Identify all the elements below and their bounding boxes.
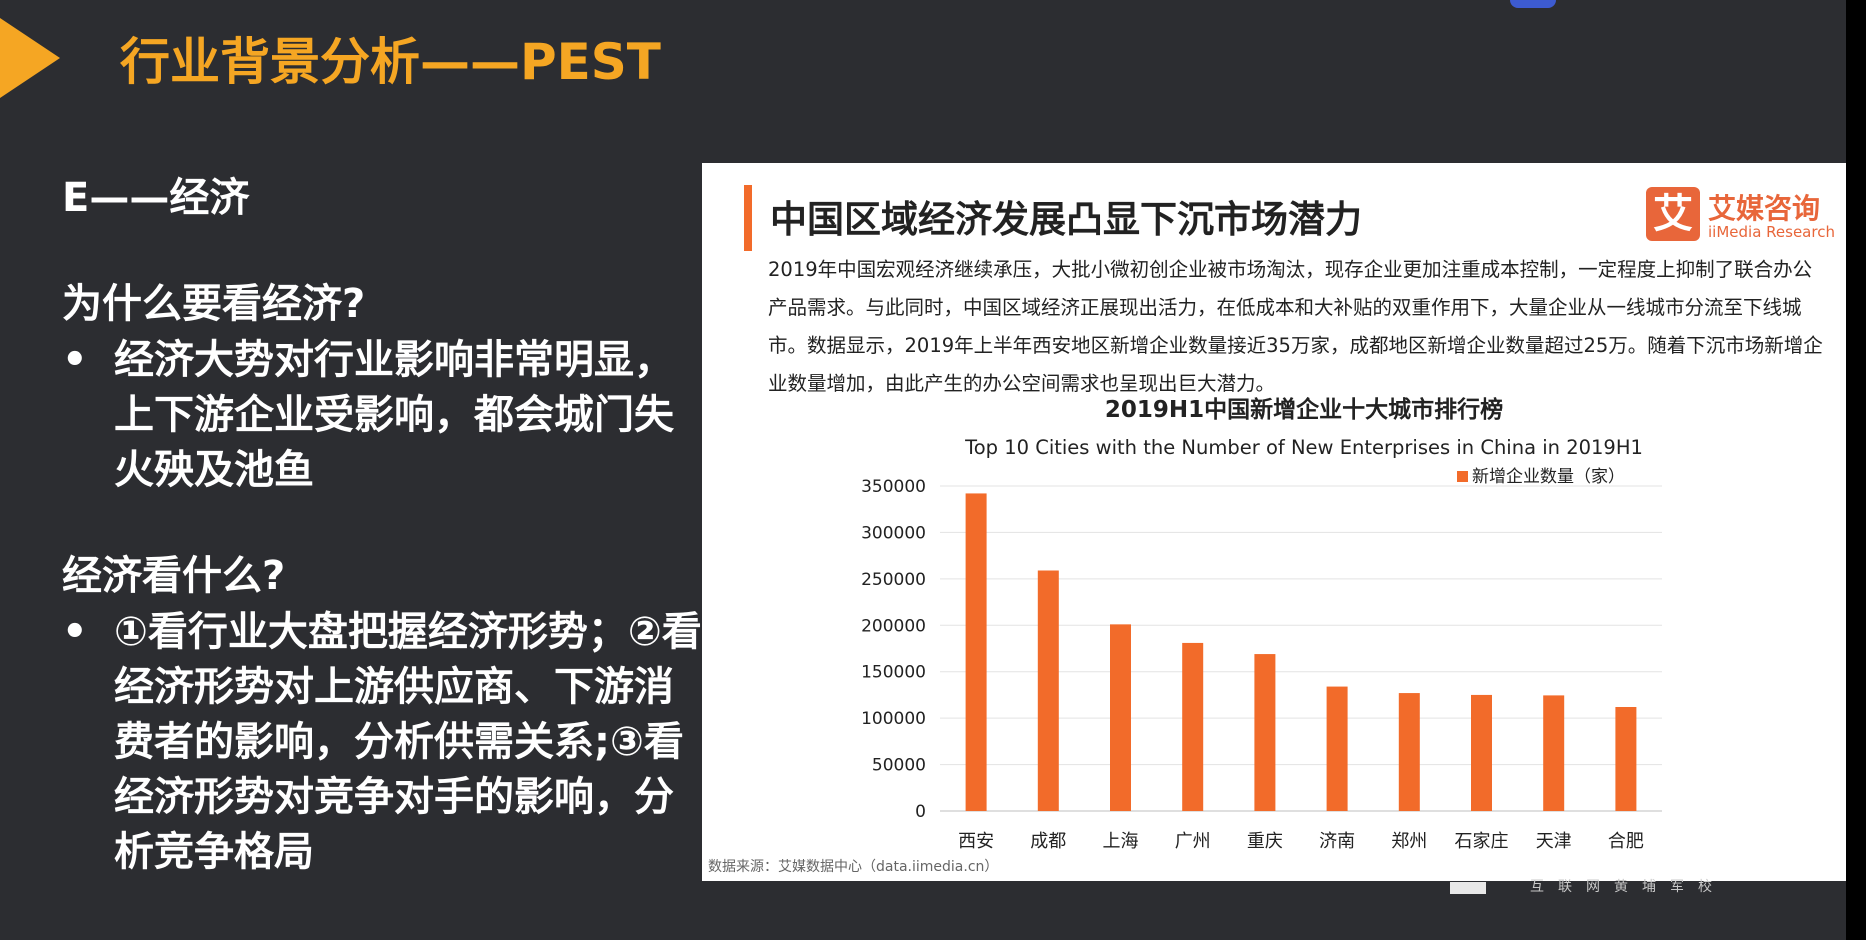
x-tick-label: 广州 [1175,831,1211,852]
y-tick-label: 150000 [861,663,926,683]
x-tick-label: 天津 [1536,831,1572,852]
title-accent-bar [744,185,752,251]
y-tick-label: 0 [915,802,926,822]
section-title: E——经济 [62,175,250,221]
x-tick-label: 石家庄 [1455,831,1509,852]
bar [1037,570,1059,811]
question-why: 为什么要看经济? [62,281,366,327]
bar [965,493,987,811]
chart-subtitle: Top 10 Cities with the Number of New Ent… [964,436,1643,459]
legend-swatch [1457,471,1468,482]
question-what: 经济看什么? [62,553,286,599]
bar [1398,693,1420,811]
y-tick-label: 350000 [861,477,926,497]
y-tick-label: 50000 [872,756,926,776]
x-tick-label: 上海 [1103,831,1139,852]
legend-label: 新增企业数量（家） [1472,467,1625,487]
x-tick-label: 西安 [958,831,994,852]
bullet-why-text: 经济大势对行业影响非常明显，上下游企业受影响，都会城门失火殃及池鱼 [114,337,674,493]
bar [1615,707,1637,811]
watermark-text: 互联网黄埔军校 [1530,879,1726,895]
logo-name-en: iiMedia Research [1708,223,1835,241]
bar [1254,654,1276,811]
watermark-logo-icon [1450,882,1486,894]
bar-chart: 2019H1中国新增企业十大城市排行榜 Top 10 Cities with t… [708,396,1662,875]
logo-name-cn: 艾媒咨询 [1708,192,1821,225]
bullet-dot-icon: • [62,337,88,383]
bar [1182,642,1204,811]
card-description: 2019年中国宏观经济继续承压，大批小微初创企业被市场淘汰，现存企业更加注重成本… [768,258,1823,395]
y-tick-label: 250000 [861,570,926,590]
right-edge-strip [1846,0,1866,940]
report-card: 中国区域经济发展凸显下沉市场潜力 艾 艾媒咨询 iiMedia Research… [702,163,1846,881]
x-tick-label: 成都 [1030,831,1066,852]
title-arrow-icon [0,18,60,98]
card-title: 中国区域经济发展凸显下沉市场潜力 [770,198,1362,241]
chart-title: 2019H1中国新增企业十大城市排行榜 [1105,396,1503,423]
logo-mark-icon: 艾 [1646,187,1700,241]
page-title: 行业背景分析——PEST [120,33,661,91]
bullet-dot-icon: • [62,609,88,655]
top-corner-decoration [1510,0,1556,8]
iimedia-logo: 艾 艾媒咨询 iiMedia Research [1646,187,1836,247]
bar [1471,694,1492,811]
x-tick-label: 重庆 [1247,831,1283,852]
y-tick-label: 200000 [861,616,926,636]
y-tick-label: 300000 [861,523,926,543]
bar [1543,695,1565,811]
bar [1110,624,1131,811]
bar [1326,686,1348,811]
bullet-why: • 经济大势对行业影响非常明显，上下游企业受影响，都会城门失火殃及池鱼 [62,333,702,498]
left-text-panel: E——经济 为什么要看经济? • 经济大势对行业影响非常明显，上下游企业受影响，… [62,165,702,880]
y-tick-label: 100000 [861,709,926,729]
x-tick-label: 郑州 [1391,831,1427,852]
x-tick-label: 合肥 [1608,831,1644,852]
source-note: 数据来源：艾媒数据中心（data.iimedia.cn） [708,859,998,875]
bullet-what: • ①看行业大盘把握经济形势；②看经济形势对上游供应商、下游消费者的影响，分析供… [62,605,702,880]
bullet-what-text: ①看行业大盘把握经济形势；②看经济形势对上游供应商、下游消费者的影响，分析供需关… [114,609,702,875]
x-tick-label: 济南 [1319,831,1355,852]
